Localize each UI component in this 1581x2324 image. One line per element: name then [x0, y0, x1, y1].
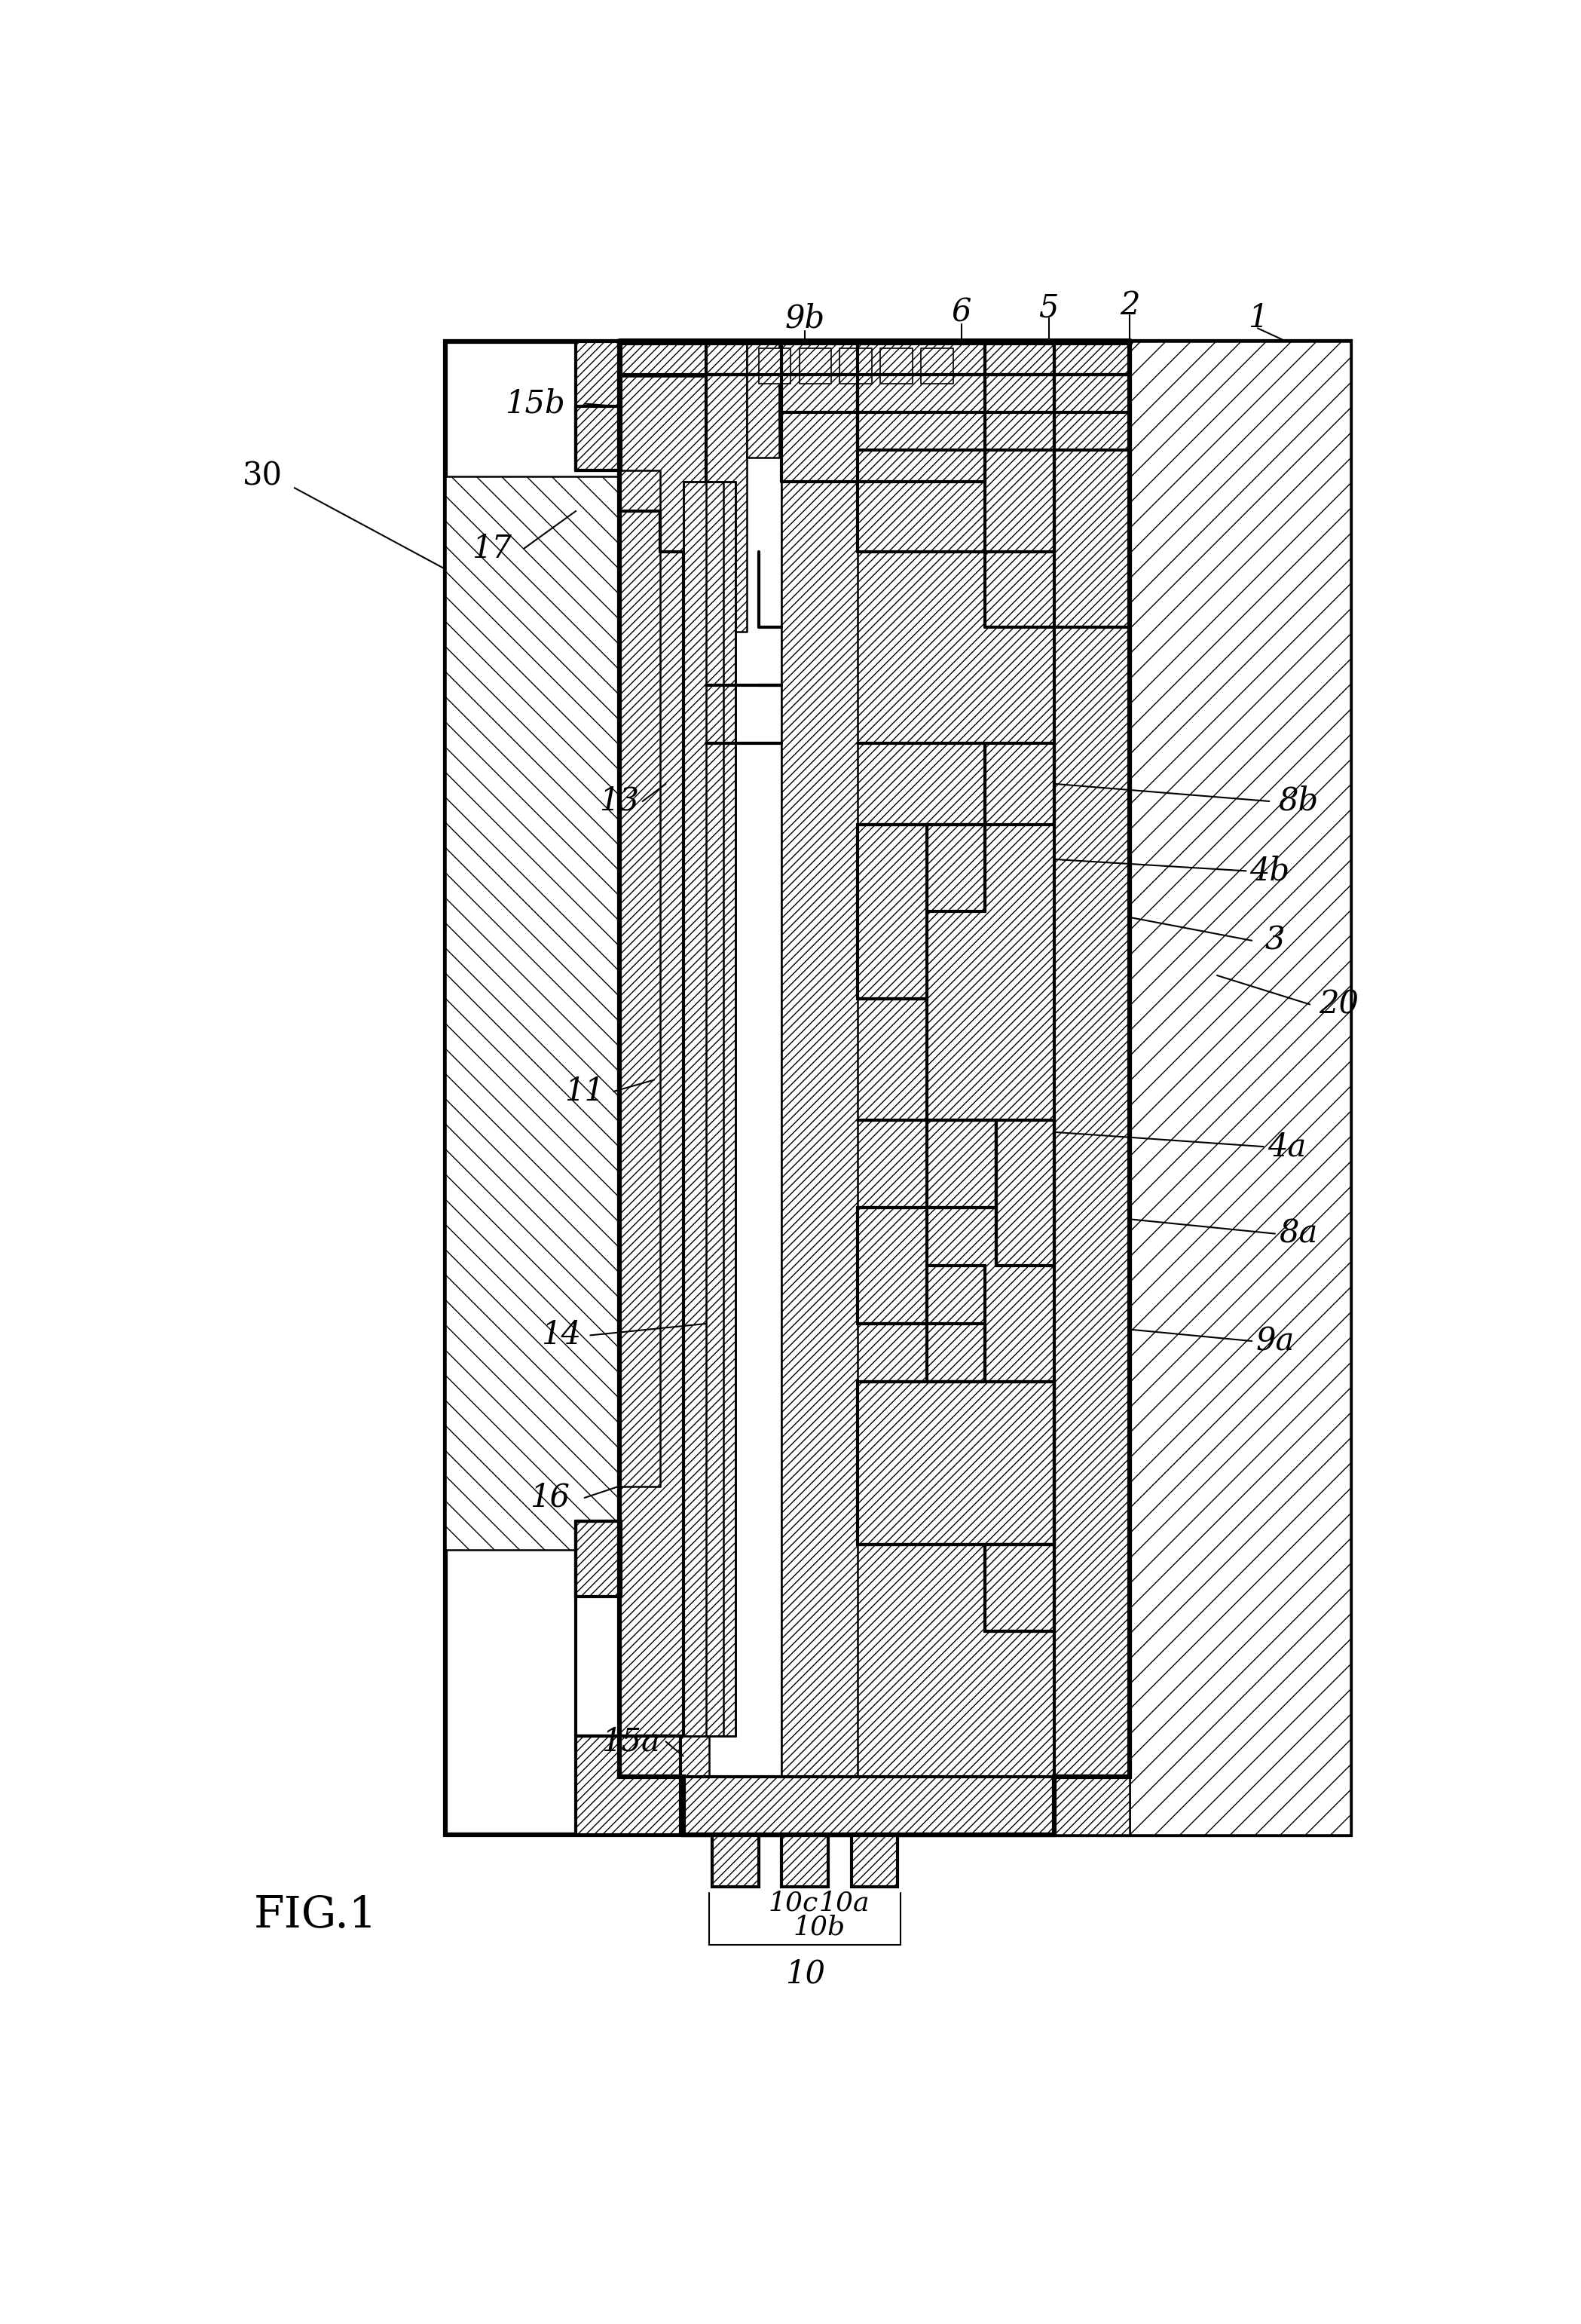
Text: 6: 6: [952, 297, 972, 328]
Text: 14: 14: [541, 1320, 582, 1350]
Text: 10c: 10c: [768, 1889, 819, 1915]
Text: 20: 20: [1319, 988, 1358, 1020]
Text: 15a: 15a: [602, 1727, 661, 1757]
Text: 16: 16: [530, 1483, 569, 1513]
Text: 17: 17: [471, 532, 512, 565]
Text: 11: 11: [564, 1076, 604, 1106]
Text: 1: 1: [1247, 302, 1268, 335]
Text: 10b: 10b: [794, 1915, 846, 1941]
Text: 10: 10: [786, 1957, 825, 1989]
Text: 5: 5: [1039, 293, 1059, 323]
Polygon shape: [446, 342, 1350, 1834]
Text: FIG.1: FIG.1: [255, 1894, 378, 1936]
Text: 9b: 9b: [786, 302, 825, 335]
Text: 13: 13: [599, 786, 639, 818]
Text: 2: 2: [1119, 288, 1140, 321]
Text: 4b: 4b: [1249, 855, 1289, 888]
Text: 3: 3: [1265, 925, 1285, 957]
Text: 8a: 8a: [1279, 1218, 1317, 1250]
Text: 8b: 8b: [1277, 786, 1319, 818]
Text: 15b: 15b: [506, 388, 566, 421]
Text: 4a: 4a: [1268, 1132, 1306, 1162]
Text: 10a: 10a: [819, 1889, 870, 1915]
Text: 30: 30: [242, 460, 283, 493]
Text: 9a: 9a: [1255, 1325, 1295, 1357]
